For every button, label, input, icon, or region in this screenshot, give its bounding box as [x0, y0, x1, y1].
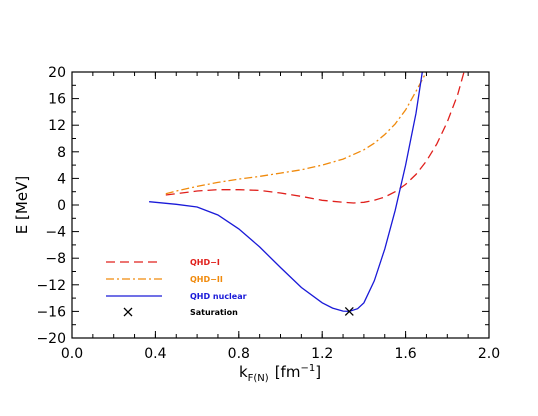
y-tick-label: 12: [48, 118, 66, 134]
series-line-0: [165, 72, 465, 204]
x-axis-label-unit: [fm: [275, 363, 301, 381]
y-tick-label: −12: [36, 278, 66, 294]
legend-label-1: QHD−II: [190, 275, 223, 284]
y-tick-label: 0: [57, 198, 66, 214]
marker-layer: [344, 306, 354, 316]
x-tick-label: 0.8: [228, 346, 250, 362]
legend-label-saturation: Saturation: [190, 308, 238, 317]
y-tick-label: −20: [36, 331, 66, 347]
y-tick-label: −16: [36, 304, 66, 320]
y-axis-label: E [MeV]: [13, 176, 31, 234]
x-tick-label: 0.4: [144, 346, 166, 362]
y-tick-label: 20: [48, 65, 66, 81]
ticks-layer: 0.0 0.4 0.8 1.2 1.6 2.0 −20 −16 −12 −8 −4 0 4 8 12 16 20: [36, 65, 500, 362]
series-line-1: [165, 72, 427, 195]
legend-swatch-saturation: [123, 307, 133, 317]
saturation-marker: [344, 306, 354, 316]
x-tick-label: 0.0: [61, 346, 83, 362]
x-axis-label-exp: −1: [300, 363, 315, 374]
series-layer: [149, 72, 465, 313]
series-line-2: [149, 72, 423, 313]
y-tick-label: −8: [45, 251, 66, 267]
y-tick-label: 16: [48, 92, 66, 108]
y-tick-label: 4: [57, 171, 66, 187]
plot-frame: [71, 71, 490, 339]
y-tick-label: 8: [57, 145, 66, 161]
legend-label-2: QHD nuclear: [190, 292, 247, 301]
x-tick-label: 1.6: [394, 346, 416, 362]
x-tick-label: 2.0: [478, 346, 500, 362]
legend-label-0: QHD−I: [190, 258, 220, 267]
x-axis-label-close: ]: [315, 363, 321, 381]
legend: QHD−I QHD−II QHD nuclear Saturation: [106, 258, 247, 317]
x-tick-label: 1.2: [311, 346, 333, 362]
x-axis-label: kF(N) [fm−1]: [239, 363, 321, 384]
x-axis-label-main: k: [239, 363, 248, 381]
y-tick-label: −4: [45, 225, 66, 241]
x-axis-label-sub: F(N): [248, 373, 269, 384]
